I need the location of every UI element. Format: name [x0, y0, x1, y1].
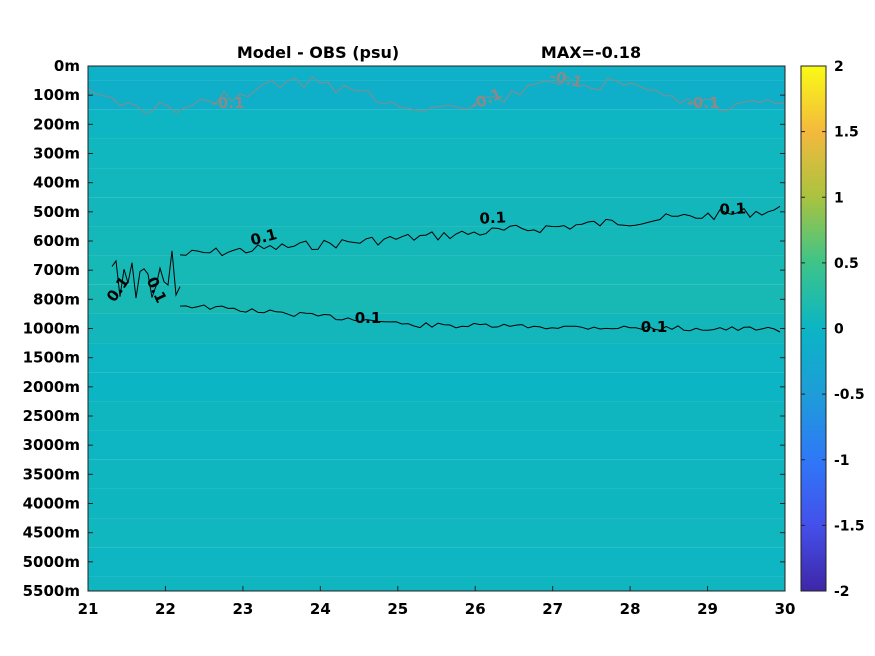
plot-area: -0.1 -0.1-0.1-0.10.1 0.10.10.1 0.10.1 0.1 [87, 65, 786, 592]
chart-subtitle: MAX=-0.18 [541, 43, 641, 62]
x-tick-label: 25 [387, 600, 408, 618]
field-band [88, 138, 785, 169]
x-tick-label: 26 [465, 600, 486, 618]
x-tick-label: 29 [697, 600, 718, 618]
x-tick-label: 30 [775, 600, 796, 618]
field-band [88, 547, 785, 577]
y-tick-label: 4500m [23, 524, 80, 542]
field-band [88, 284, 785, 314]
chart-title: Model - OBS (psu) [237, 43, 399, 62]
y-tick-label: 5000m [23, 553, 80, 571]
contour-label: -0.1 [212, 94, 245, 112]
field-band [88, 255, 785, 285]
y-tick-label: 2500m [23, 407, 80, 425]
y-tick-label: 3000m [23, 436, 80, 454]
y-tick-label: 200m [33, 115, 80, 133]
colorbar-tick-label: -0.5 [834, 387, 865, 403]
field-band [88, 197, 785, 227]
y-tick-label: 3500m [23, 465, 80, 483]
y-tick-label: 600m [33, 232, 80, 250]
y-tick-label: 100m [33, 86, 80, 104]
y-tick-label: 800m [33, 290, 80, 308]
contour-label: 0.1 [479, 208, 506, 227]
y-tick-label: 300m [33, 145, 80, 163]
field-band [88, 109, 785, 139]
x-tick-label: 22 [155, 600, 176, 618]
y-tick-label: 2000m [23, 378, 80, 396]
field-band [88, 168, 785, 198]
contour-line [179, 304, 781, 333]
y-tick-label: 500m [33, 203, 80, 221]
contour-line [111, 250, 181, 299]
y-tick-label: 400m [33, 174, 80, 192]
field-band [88, 313, 785, 344]
field-band [88, 343, 785, 373]
y-tick-label: 700m [33, 261, 80, 279]
field-band [88, 576, 785, 591]
colorbar-tick-label: 1.5 [834, 125, 859, 141]
field-band [88, 226, 785, 256]
field-band [88, 372, 785, 402]
colorbar-tick-label: -2 [834, 584, 850, 600]
colorbar-tick-label: 1 [834, 190, 844, 206]
field-band [88, 518, 785, 548]
field-band [88, 488, 785, 519]
x-tick-label: 27 [542, 600, 563, 618]
contour-line [179, 205, 781, 257]
field-band [88, 459, 785, 489]
contour-label: 0.1 [355, 309, 382, 327]
x-tick-label: 23 [232, 600, 253, 618]
y-tick-label: 4000m [23, 495, 80, 513]
field-band [88, 401, 785, 431]
y-tick-label: 1500m [23, 349, 80, 367]
colorbar-tick-label: -1 [834, 453, 850, 469]
colorbar-tick-label: 0 [834, 322, 844, 338]
contour-line [87, 75, 785, 114]
colorbar: 2 1.5 1 0.5 0 -0.5 -1 -1.5 -2 [800, 59, 865, 600]
x-tick-label: 24 [310, 600, 331, 618]
contour-label: 0.1 [641, 318, 668, 336]
contour-label: 0.1 [719, 199, 746, 218]
y-tick-label: 1000m [23, 320, 80, 338]
contour-label: -0.1 [687, 94, 720, 112]
field-band [88, 430, 785, 460]
colorbar-tick-label: -1.5 [834, 518, 865, 534]
y-tick-label: 5500m [23, 582, 80, 600]
colorbar-tick-label: 0.5 [834, 256, 859, 272]
field-band [88, 66, 785, 81]
x-tick-label: 28 [620, 600, 641, 618]
y-tick-label: 0m [54, 57, 80, 75]
colorbar-tick-label: 2 [834, 59, 844, 75]
x-tick-label: 21 [78, 600, 99, 618]
